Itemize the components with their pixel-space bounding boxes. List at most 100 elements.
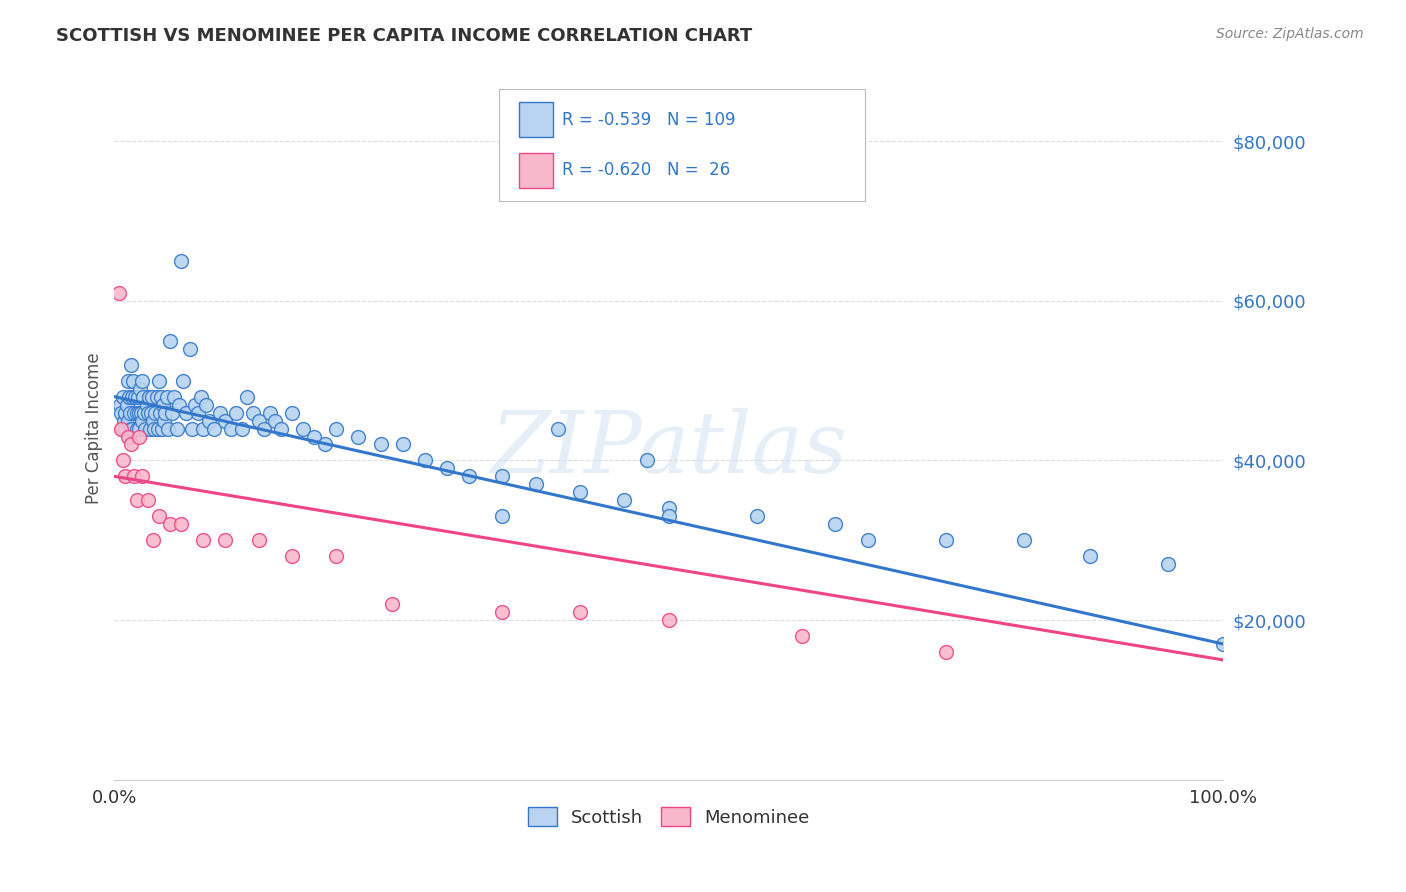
Point	[143, 421, 166, 435]
Point	[128, 429, 150, 443]
Point	[491, 605, 513, 619]
Point	[325, 421, 347, 435]
Point	[153, 413, 176, 427]
Point	[242, 406, 264, 420]
Point	[129, 382, 152, 396]
Point	[111, 421, 134, 435]
Point	[114, 421, 136, 435]
Point	[658, 509, 681, 524]
Point	[148, 509, 170, 524]
Point	[121, 421, 143, 435]
Point	[569, 605, 592, 619]
Point	[1212, 637, 1234, 651]
Point	[135, 398, 157, 412]
Point	[214, 533, 236, 548]
Point	[124, 469, 146, 483]
Text: R = -0.539   N = 109: R = -0.539 N = 109	[562, 111, 735, 128]
Point	[325, 549, 347, 564]
Point	[236, 390, 259, 404]
Point	[191, 421, 214, 435]
Point	[413, 453, 436, 467]
Point	[110, 406, 132, 420]
Point	[370, 437, 392, 451]
Point	[264, 413, 287, 427]
Point	[247, 413, 270, 427]
Point	[247, 533, 270, 548]
Point	[172, 374, 194, 388]
Point	[524, 477, 547, 491]
Point	[149, 406, 172, 420]
Point	[1012, 533, 1035, 548]
Point	[658, 613, 681, 627]
Point	[112, 413, 135, 427]
Point	[163, 390, 186, 404]
Point	[114, 406, 136, 420]
Point	[166, 421, 188, 435]
Point	[160, 406, 183, 420]
Point	[208, 406, 231, 420]
Point	[129, 406, 152, 420]
Point	[658, 501, 681, 516]
Point	[117, 429, 139, 443]
Point	[281, 406, 304, 420]
Point	[281, 549, 304, 564]
Point	[124, 390, 146, 404]
Point	[121, 390, 143, 404]
Point	[167, 398, 190, 412]
Point	[195, 398, 218, 412]
Point	[291, 421, 314, 435]
Point	[114, 469, 136, 483]
Y-axis label: Per Capita Income: Per Capita Income	[86, 352, 103, 504]
Point	[747, 509, 769, 524]
Point	[347, 429, 370, 443]
Point	[790, 629, 813, 643]
Point	[214, 413, 236, 427]
Point	[149, 390, 172, 404]
Legend: Scottish, Menominee: Scottish, Menominee	[520, 800, 817, 834]
Text: SCOTTISH VS MENOMINEE PER CAPITA INCOME CORRELATION CHART: SCOTTISH VS MENOMINEE PER CAPITA INCOME …	[56, 27, 752, 45]
Point	[125, 406, 148, 420]
Point	[253, 421, 276, 435]
Point	[156, 421, 179, 435]
Point	[491, 509, 513, 524]
Point	[131, 413, 153, 427]
Point	[547, 421, 569, 435]
Point	[391, 437, 413, 451]
Point	[381, 597, 404, 611]
Point	[120, 437, 142, 451]
Point	[115, 398, 138, 412]
Point	[1078, 549, 1101, 564]
Point	[132, 390, 155, 404]
Point	[148, 374, 170, 388]
Text: R = -0.620   N =  26: R = -0.620 N = 26	[562, 161, 731, 179]
Point	[122, 374, 145, 388]
Point	[152, 398, 174, 412]
Point	[108, 398, 131, 412]
Point	[159, 334, 181, 348]
Point	[636, 453, 658, 467]
Point	[134, 406, 156, 420]
Point	[824, 517, 846, 532]
Point	[145, 406, 167, 420]
Point	[179, 342, 201, 356]
Point	[259, 406, 281, 420]
Point	[155, 406, 177, 420]
Point	[458, 469, 481, 483]
Point	[138, 390, 160, 404]
Point	[197, 413, 219, 427]
Point	[935, 533, 957, 548]
Point	[155, 390, 177, 404]
Point	[181, 421, 204, 435]
Point	[134, 421, 156, 435]
Point	[1157, 557, 1180, 571]
Point	[127, 390, 149, 404]
Point	[120, 421, 142, 435]
Point	[219, 421, 242, 435]
Point	[112, 453, 135, 467]
Point	[170, 517, 193, 532]
Point	[117, 413, 139, 427]
Point	[935, 645, 957, 659]
Point	[136, 493, 159, 508]
Point	[302, 429, 325, 443]
Point	[131, 374, 153, 388]
